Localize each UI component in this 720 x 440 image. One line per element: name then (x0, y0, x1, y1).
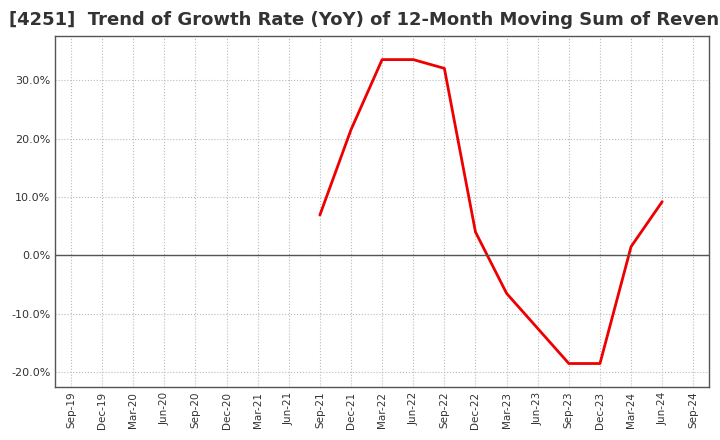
Title: [4251]  Trend of Growth Rate (YoY) of 12-Month Moving Sum of Revenues: [4251] Trend of Growth Rate (YoY) of 12-… (9, 11, 720, 29)
